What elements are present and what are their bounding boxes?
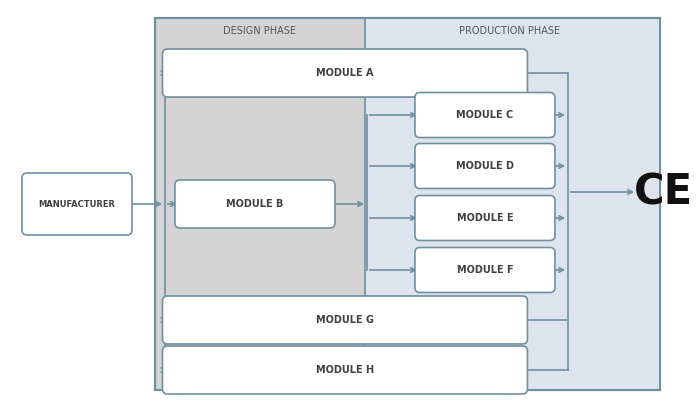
Text: MODULE F: MODULE F [456,265,513,275]
FancyBboxPatch shape [175,180,335,228]
Text: DESIGN PHASE: DESIGN PHASE [223,26,297,36]
FancyBboxPatch shape [162,49,527,97]
FancyBboxPatch shape [365,18,660,390]
Text: MODULE B: MODULE B [226,199,284,209]
FancyBboxPatch shape [162,296,527,344]
FancyBboxPatch shape [155,18,660,390]
Text: MANUFACTURER: MANUFACTURER [38,200,116,208]
FancyBboxPatch shape [415,93,555,137]
FancyBboxPatch shape [415,195,555,240]
Text: CE: CE [634,171,694,213]
Text: PRODUCTION PHASE: PRODUCTION PHASE [459,26,561,36]
FancyBboxPatch shape [22,173,132,235]
FancyBboxPatch shape [162,346,527,394]
Text: MODULE C: MODULE C [456,110,514,120]
Text: MODULE A: MODULE A [316,68,374,78]
Text: MODULE D: MODULE D [456,161,514,171]
FancyBboxPatch shape [415,248,555,293]
Text: MODULE E: MODULE E [456,213,513,223]
FancyBboxPatch shape [415,144,555,188]
Text: MODULE G: MODULE G [316,315,374,325]
Text: MODULE H: MODULE H [316,365,374,375]
